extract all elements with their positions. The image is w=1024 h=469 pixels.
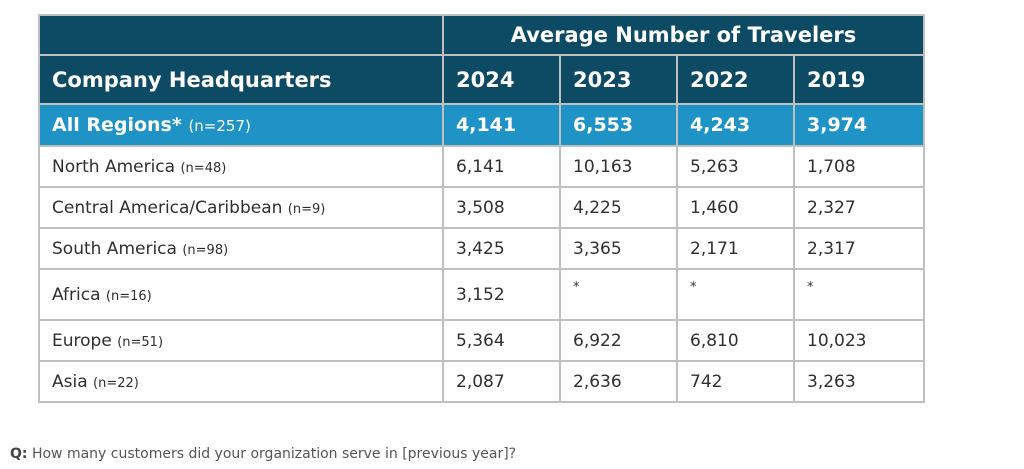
region-cell: Europe (n=51) xyxy=(38,319,444,362)
value-cell: 3,365 xyxy=(559,227,678,270)
value-cell: 3,508 xyxy=(442,186,561,229)
column-header-headquarters: Company Headquarters xyxy=(38,54,444,105)
table-row: Central America/Caribbean (n=9) 3,508 4,… xyxy=(38,186,925,229)
value-cell: 3,425 xyxy=(442,227,561,270)
value-cell: 3,263 xyxy=(793,360,925,403)
all-regions-label-cell: All Regions* (n=257) xyxy=(38,103,444,147)
region-count: (n=98) xyxy=(182,242,229,258)
table-row: Europe (n=51) 5,364 6,922 6,810 10,023 xyxy=(38,319,925,362)
value-cell: 10,023 xyxy=(793,319,925,362)
region-cell: Africa (n=16) xyxy=(38,268,444,321)
value-cell-asterisk: * xyxy=(793,268,925,321)
value-cell-asterisk: * xyxy=(676,268,795,321)
question-text: How many customers did your organization… xyxy=(31,446,517,462)
value-cell: 6,141 xyxy=(442,145,561,188)
value-cell: 1,708 xyxy=(793,145,925,188)
region-count: (n=51) xyxy=(117,334,164,350)
all-regions-value: 6,553 xyxy=(559,103,678,147)
value-cell-asterisk: * xyxy=(559,268,678,321)
all-regions-value: 4,243 xyxy=(676,103,795,147)
column-header-year: 2023 xyxy=(559,54,678,105)
all-regions-count: (n=257) xyxy=(188,117,251,135)
column-header-row: Company Headquarters 2024 2023 2022 2019 xyxy=(38,54,925,105)
region-label: South America xyxy=(52,238,177,259)
value-cell: 5,263 xyxy=(676,145,795,188)
value-cell: 6,810 xyxy=(676,319,795,362)
table-row: South America (n=98) 3,425 3,365 2,171 2… xyxy=(38,227,925,270)
column-header-year: 2019 xyxy=(793,54,925,105)
value-cell: 10,163 xyxy=(559,145,678,188)
region-label: Central America/Caribbean xyxy=(52,197,283,218)
value-cell: 2,317 xyxy=(793,227,925,270)
region-label: Asia xyxy=(52,371,88,392)
table-row: North America (n=48) 6,141 10,163 5,263 … xyxy=(38,145,925,188)
group-header-row: Average Number of Travelers xyxy=(38,14,925,56)
travelers-table: Average Number of Travelers Company Head… xyxy=(38,14,925,403)
region-cell: Asia (n=22) xyxy=(38,360,444,403)
table-row: Africa (n=16) 3,152 * * * xyxy=(38,268,925,321)
table-row: Asia (n=22) 2,087 2,636 742 3,263 xyxy=(38,360,925,403)
all-regions-label: All Regions* xyxy=(52,114,182,136)
all-regions-value: 4,141 xyxy=(442,103,561,147)
all-regions-value: 3,974 xyxy=(793,103,925,147)
header-empty-cell xyxy=(38,14,444,56)
question-label: Q: xyxy=(10,446,28,462)
value-cell: 1,460 xyxy=(676,186,795,229)
region-label: Europe xyxy=(52,330,112,351)
region-count: (n=48) xyxy=(180,160,227,176)
group-header: Average Number of Travelers xyxy=(442,14,925,56)
question-footnote: Q: How many customers did your organizat… xyxy=(10,446,516,462)
value-cell: 4,225 xyxy=(559,186,678,229)
value-cell: 6,922 xyxy=(559,319,678,362)
column-header-year: 2024 xyxy=(442,54,561,105)
value-cell: 2,087 xyxy=(442,360,561,403)
column-header-year: 2022 xyxy=(676,54,795,105)
value-cell: 742 xyxy=(676,360,795,403)
region-cell: North America (n=48) xyxy=(38,145,444,188)
value-cell: 5,364 xyxy=(442,319,561,362)
region-cell: South America (n=98) xyxy=(38,227,444,270)
value-cell: 2,636 xyxy=(559,360,678,403)
region-count: (n=16) xyxy=(105,288,152,304)
value-cell: 2,171 xyxy=(676,227,795,270)
region-count: (n=22) xyxy=(93,375,139,391)
region-label: North America xyxy=(52,156,176,177)
region-cell: Central America/Caribbean (n=9) xyxy=(38,186,444,229)
value-cell: 3,152 xyxy=(442,268,561,321)
all-regions-row: All Regions* (n=257) 4,141 6,553 4,243 3… xyxy=(38,103,925,147)
region-label: Africa xyxy=(52,284,101,305)
value-cell: 2,327 xyxy=(793,186,925,229)
region-count: (n=9) xyxy=(287,201,326,217)
